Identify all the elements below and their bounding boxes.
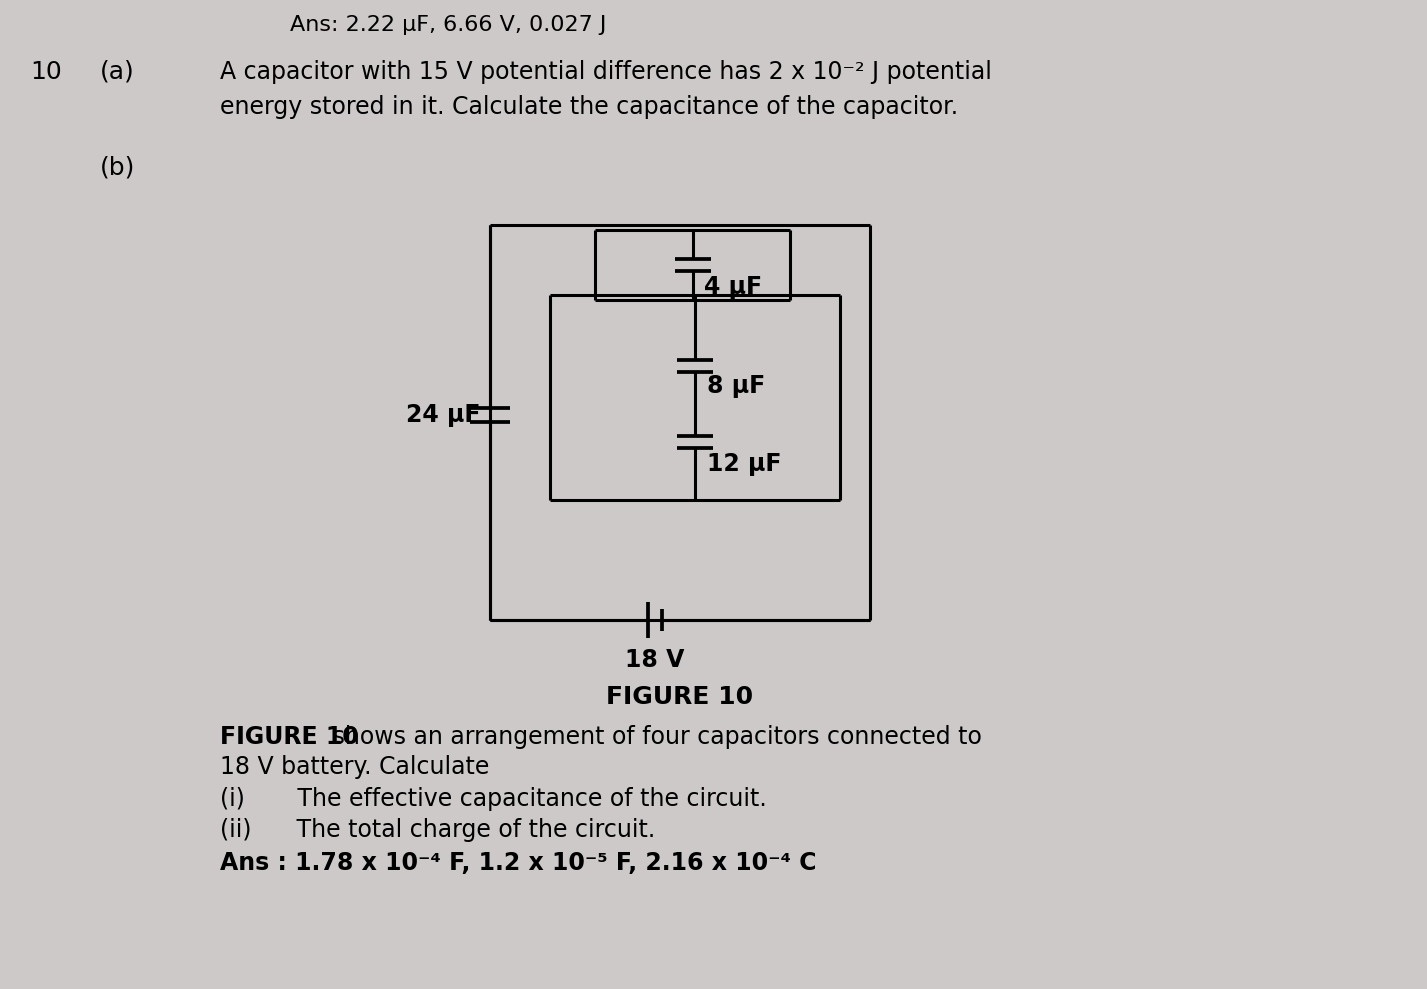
- Text: A capacitor with 15 V potential difference has 2 x 10⁻² J potential: A capacitor with 15 V potential differen…: [220, 60, 992, 84]
- Text: Ans: 2.22 μF, 6.66 V, 0.027 J: Ans: 2.22 μF, 6.66 V, 0.027 J: [290, 15, 606, 35]
- Text: (i)       The effective capacitance of the circuit.: (i) The effective capacitance of the cir…: [220, 787, 766, 811]
- Text: Ans : 1.78 x 10⁻⁴ F, 1.2 x 10⁻⁵ F, 2.16 x 10⁻⁴ C: Ans : 1.78 x 10⁻⁴ F, 1.2 x 10⁻⁵ F, 2.16 …: [220, 851, 816, 875]
- Text: 8 μF: 8 μF: [706, 374, 765, 398]
- Text: (ii)      The total charge of the circuit.: (ii) The total charge of the circuit.: [220, 818, 655, 842]
- Text: 10: 10: [30, 60, 61, 84]
- Text: FIGURE 10: FIGURE 10: [220, 725, 358, 749]
- Text: 18 V: 18 V: [625, 648, 685, 672]
- Text: shows an arrangement of four capacitors connected to: shows an arrangement of four capacitors …: [325, 725, 982, 749]
- Text: (b): (b): [100, 155, 136, 179]
- Text: 12 μF: 12 μF: [706, 452, 782, 476]
- Text: 4 μF: 4 μF: [705, 275, 762, 299]
- Text: energy stored in it. Calculate the capacitance of the capacitor.: energy stored in it. Calculate the capac…: [220, 95, 958, 119]
- Text: 18 V battery. Calculate: 18 V battery. Calculate: [220, 755, 489, 779]
- Text: (a): (a): [100, 60, 134, 84]
- Text: FIGURE 10: FIGURE 10: [606, 685, 753, 709]
- Text: 24 μF: 24 μF: [405, 403, 479, 427]
